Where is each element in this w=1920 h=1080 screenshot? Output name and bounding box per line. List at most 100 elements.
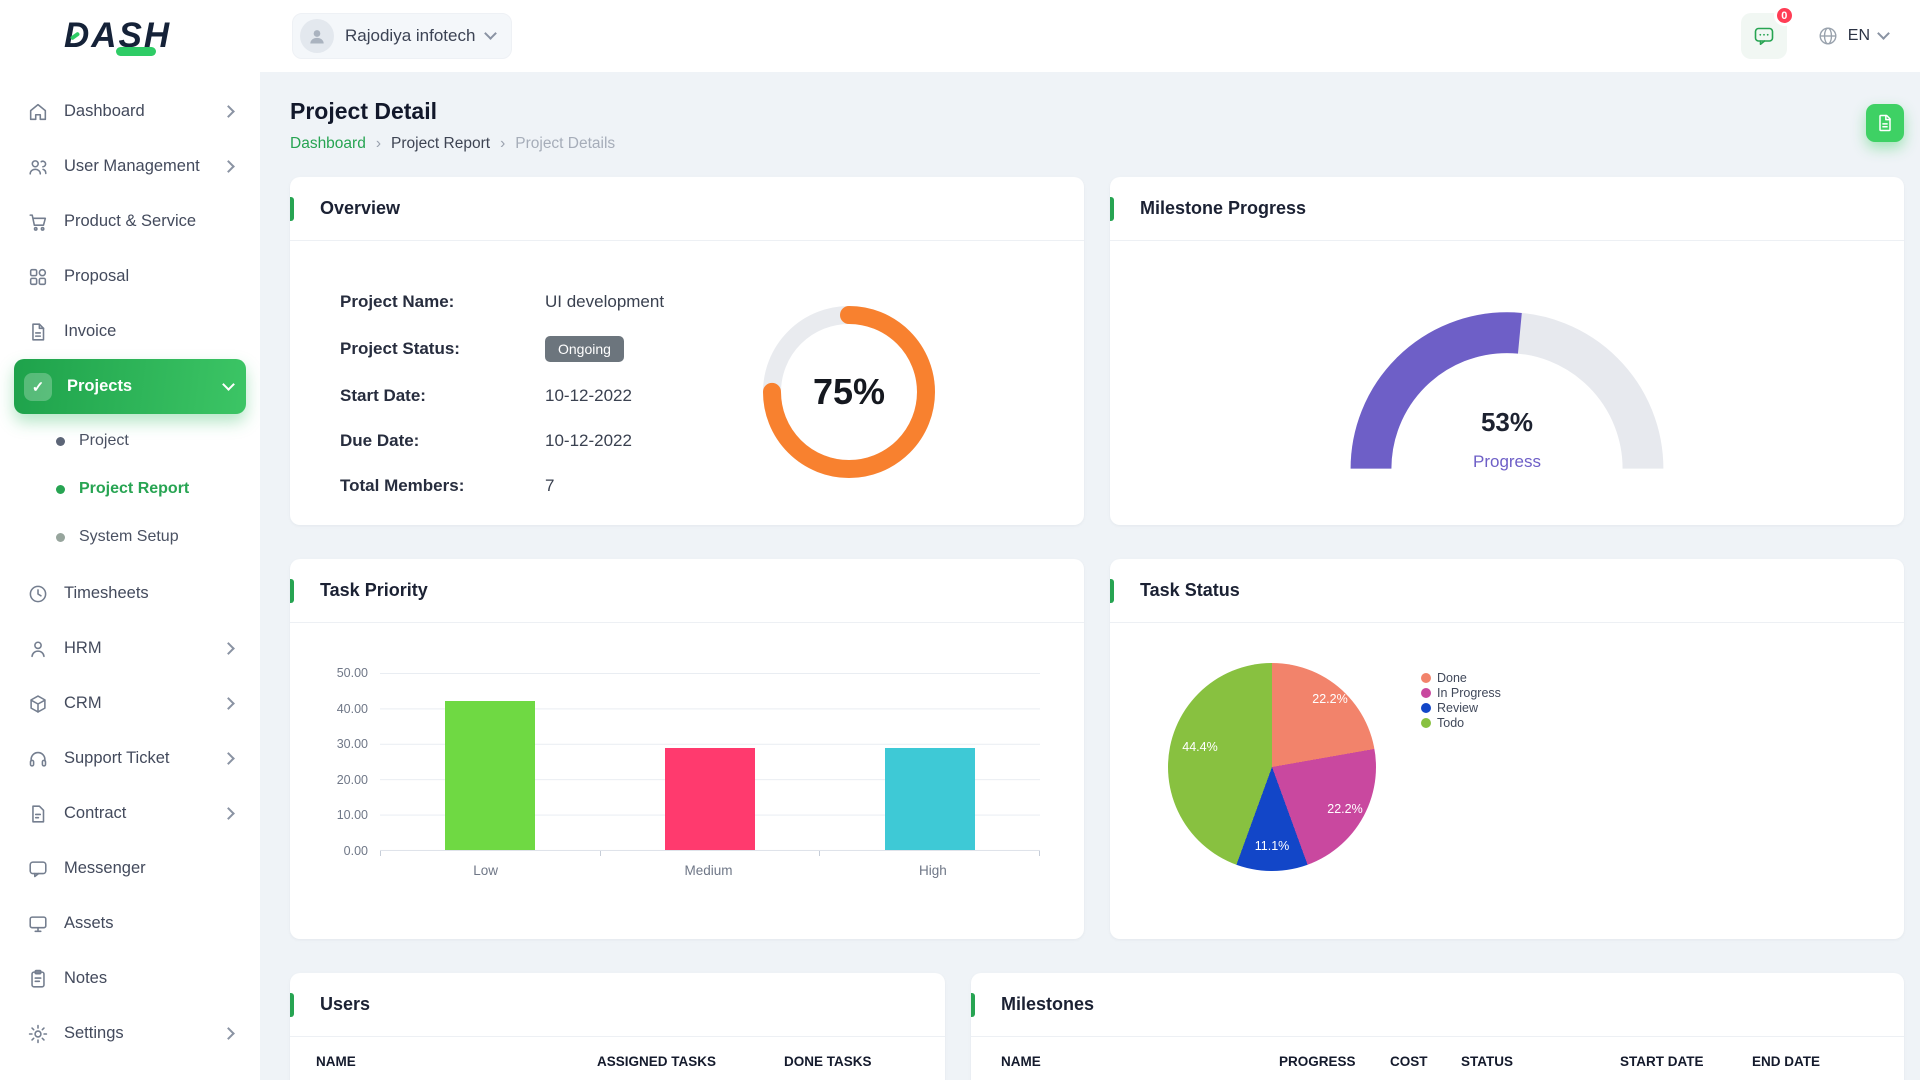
legend-dot-icon [1421,672,1431,683]
x-category-label: High [918,863,947,878]
task-priority-bar-chart: 50.00 40.00 30.00 20.00 10.00 0.00 Low Medium H… [290,623,1084,878]
category-icon [27,266,49,288]
sidebar-subitem-project-report[interactable]: Project Report [56,465,246,513]
sidebar-subitem-label: Project Report [79,480,190,497]
bar-chart-y-axis: 50.00 40.00 30.00 20.00 10.00 0.00 [336,666,368,858]
sidebar-item-support-ticket[interactable]: Support Ticket [14,731,246,786]
sidebar-item-messenger[interactable]: Messenger [14,841,246,896]
card-title: Task Status [1140,580,1240,600]
sidebar-item-invoice[interactable]: Invoice [14,304,246,359]
breadcrumb: Dashboard › Project Report › Project Det… [290,135,615,153]
chevron-right-icon [222,697,235,710]
clipboard-icon [27,968,49,990]
card-title: Users [320,994,371,1014]
company-selector[interactable]: Rajodiya infotech [292,13,513,59]
sidebar-item-hrm[interactable]: HRM [14,621,246,676]
pie-slice-label: 44.4% [1182,740,1218,754]
users-card: Users NAME ASSIGNED TASKS DONE TASKS [290,973,945,1080]
breadcrumb-project-report[interactable]: Project Report [391,135,491,152]
sidebar-item-assets[interactable]: Assets [14,896,246,951]
legend-dot-icon [1421,717,1431,728]
bar-chart-ticks [380,851,1040,856]
sidebar-item-proposal[interactable]: Proposal [14,249,246,304]
sidebar-item-label: HRM [64,639,102,657]
pie-slice-label: 22.2% [1327,802,1363,816]
breadcrumb-separator: › [500,135,506,152]
headset-icon [27,748,49,770]
breadcrumb-current: Project Details [515,135,616,152]
bar-medium [665,747,755,850]
projects-submenu: Project Project Report System Setup [14,414,246,566]
milestones-table-header: NAME PROGRESS COST STATUS START DATE END… [971,1037,1904,1080]
sidebar-item-label: Dashboard [64,102,145,120]
legend-label: Done [1437,670,1467,685]
x-category-label: Low [473,863,498,878]
gauge-percent-label: 53% [1480,407,1534,438]
sidebar-item-projects[interactable]: ✓ Projects [14,359,246,414]
sidebar-item-label: Support Ticket [64,749,170,767]
file-icon [27,321,49,343]
sidebar-item-label: Proposal [64,267,130,285]
field-label: Due Date: [340,431,420,450]
sidebar-item-contract[interactable]: Contract [14,786,246,841]
cube-icon [27,693,49,715]
column-header: START DATE [1620,1054,1704,1069]
messages-button[interactable]: 0 [1740,5,1795,59]
sidebar-item-label: Notes [64,969,108,987]
legend-item[interactable]: Todo [1421,715,1501,730]
sidebar-item-label: Invoice [64,322,117,340]
file-text-icon [27,803,49,825]
field-label: Project Name: [340,292,455,311]
sidebar-item-timesheets[interactable]: Timesheets [14,566,246,621]
breadcrumb-dashboard-link[interactable]: Dashboard [290,135,366,152]
column-header: STATUS [1461,1054,1513,1069]
legend-dot-icon [1421,702,1431,713]
sidebar-subitem-system-setup[interactable]: System Setup [56,513,246,561]
bar-high [885,747,975,850]
card-title: Task Priority [320,580,428,600]
legend-label: Review [1437,700,1478,715]
legend-item[interactable]: Review [1421,700,1501,715]
sidebar-item-label: Messenger [64,859,146,877]
sidebar-item-label: Assets [64,914,114,932]
chevron-right-icon [222,642,235,655]
pie-legend: Done In Progress Review Todo [1421,670,1501,871]
language-selector[interactable]: EN [1817,25,1890,47]
donut-value-arc [763,306,935,478]
sidebar-item-label: Projects [67,377,133,395]
sidebar-item-user-management[interactable]: User Management [14,139,246,194]
company-avatar [300,19,334,53]
pie-slice-label: 22.2% [1312,692,1348,706]
sidebar-item-crm[interactable]: CRM [14,676,246,731]
sidebar-item-product-service[interactable]: Product & Service [14,194,246,249]
sidebar-item-label: Timesheets [64,584,149,602]
export-report-button[interactable] [1866,104,1904,142]
person-icon [27,638,49,660]
sidebar-subitem-project[interactable]: Project [56,417,246,465]
field-label: Project Status: [340,339,460,358]
x-category-label: Medium [684,863,733,878]
document-icon [1879,114,1891,132]
top-bar: DASH Rajodiya infotech 0 EN [0,0,1920,72]
field-label: Total Members: [340,476,465,495]
cart-icon [27,211,49,233]
sidebar-item-label: Product & Service [64,212,197,230]
sidebar-item-dashboard[interactable]: Dashboard [14,84,246,139]
bullet-icon [56,484,65,494]
sidebar-item-notes[interactable]: Notes [14,951,246,1006]
legend-item[interactable]: In Progress [1421,685,1501,700]
app-logo[interactable]: DASH [0,16,260,56]
field-value: UI development [545,292,665,311]
donut-center-label: 75% [812,371,886,412]
legend-item[interactable]: Done [1421,670,1501,685]
completion-donut-chart: 75% [754,297,944,487]
sidebar-item-settings[interactable]: Settings [14,1006,246,1061]
task-status-card: Task Status 22.2% 22.2% 11.1% 44.4% Done In … [1110,559,1904,939]
field-value: 10-12-2022 [545,431,632,450]
chevron-down-icon [1877,27,1890,40]
home-icon [27,101,49,123]
globe-icon [1819,27,1837,45]
sidebar-item-label: Contract [64,804,127,822]
card-title: Overview [320,198,401,218]
bullet-icon [56,436,65,446]
